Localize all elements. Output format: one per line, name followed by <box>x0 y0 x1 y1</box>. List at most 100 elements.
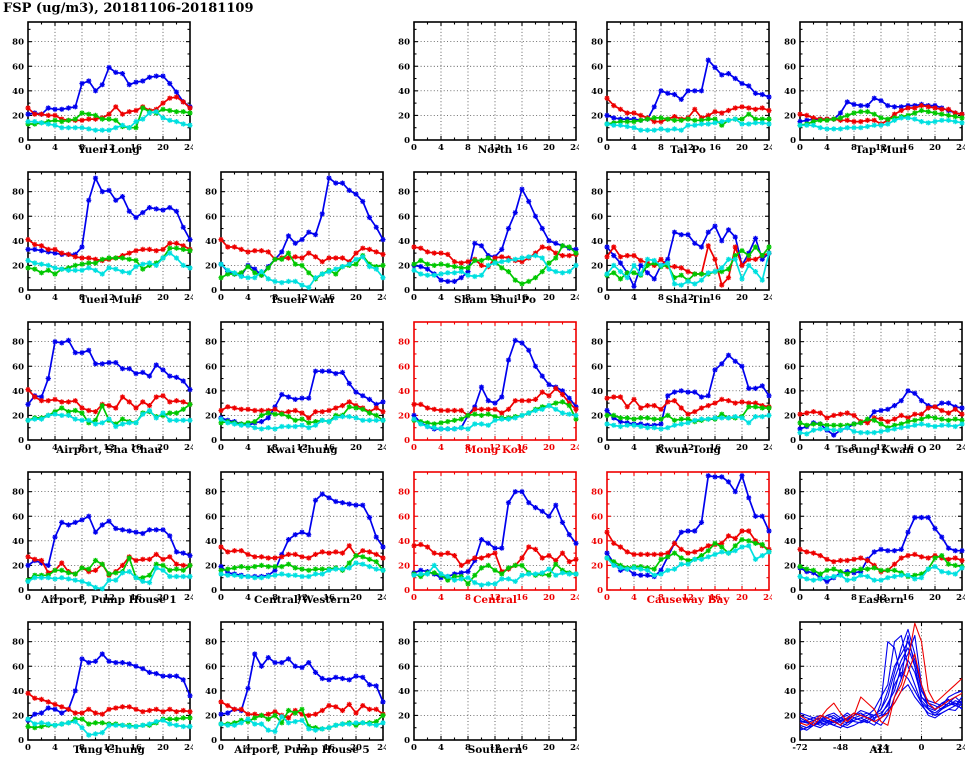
svg-text:20: 20 <box>350 593 362 603</box>
chart-canvas-sham-shui-po: 0 4 8 12 16 20 24 0 20 40 60 80 <box>398 171 579 303</box>
subplot-title: Sham Shui Po <box>454 294 536 306</box>
subplot-title: Kwun Tong <box>655 444 721 456</box>
svg-text:12: 12 <box>489 443 501 453</box>
svg-text:60: 60 <box>398 362 410 372</box>
svg-text:0: 0 <box>604 443 610 453</box>
svg-text:20: 20 <box>591 561 603 571</box>
svg-text:0: 0 <box>218 743 224 753</box>
svg-text:16: 16 <box>516 143 528 153</box>
svg-text:24: 24 <box>956 743 965 753</box>
svg-text:0: 0 <box>404 736 410 746</box>
svg-text:60: 60 <box>12 362 24 372</box>
svg-text:80: 80 <box>784 488 796 498</box>
svg-text:80: 80 <box>784 638 796 648</box>
chart-canvas-airport-sha-chau: 0 4 8 12 16 20 24 0 20 40 60 80 <box>12 321 193 453</box>
svg-text:60: 60 <box>12 212 24 222</box>
svg-text:80: 80 <box>784 38 796 48</box>
svg-text:12: 12 <box>296 743 308 753</box>
svg-text:-24: -24 <box>873 743 888 753</box>
svg-text:4: 4 <box>245 743 251 753</box>
svg-text:4: 4 <box>52 443 58 453</box>
svg-text:80: 80 <box>205 638 217 648</box>
svg-text:8: 8 <box>272 593 278 603</box>
subplot-airport-sha-chau: 0 4 8 12 16 20 24 0 20 40 60 80 Airport, Sha Chau <box>0 308 193 458</box>
svg-text:0: 0 <box>18 436 24 446</box>
svg-text:20: 20 <box>398 711 410 721</box>
svg-text:60: 60 <box>12 662 24 672</box>
svg-text:8: 8 <box>79 443 85 453</box>
svg-text:80: 80 <box>12 188 24 198</box>
svg-text:4: 4 <box>438 743 444 753</box>
svg-text:80: 80 <box>12 38 24 48</box>
subplot-title: ALL <box>869 744 893 756</box>
svg-text:4: 4 <box>824 143 830 153</box>
svg-text:0: 0 <box>218 443 224 453</box>
svg-text:24: 24 <box>377 443 386 453</box>
chart-canvas-tuen-mun: 0 4 8 12 16 20 24 0 20 40 60 80 <box>12 171 193 303</box>
svg-text:0: 0 <box>411 293 417 303</box>
svg-text:40: 40 <box>205 387 217 397</box>
subplot-title: Tsuen Wan <box>270 294 334 306</box>
svg-text:80: 80 <box>591 38 603 48</box>
svg-text:0: 0 <box>411 143 417 153</box>
svg-text:80: 80 <box>591 188 603 198</box>
svg-text:4: 4 <box>52 593 58 603</box>
svg-text:24: 24 <box>184 293 193 303</box>
svg-text:60: 60 <box>591 362 603 372</box>
svg-text:8: 8 <box>658 293 664 303</box>
svg-text:40: 40 <box>12 237 24 247</box>
svg-text:20: 20 <box>591 261 603 271</box>
svg-text:0: 0 <box>597 136 603 146</box>
svg-text:60: 60 <box>591 212 603 222</box>
svg-text:8: 8 <box>79 593 85 603</box>
svg-text:20: 20 <box>12 111 24 121</box>
svg-text:60: 60 <box>12 512 24 522</box>
chart-canvas-tai-po: 0 4 8 12 16 20 24 0 20 40 60 80 <box>591 21 772 153</box>
svg-text:80: 80 <box>591 338 603 348</box>
svg-text:4: 4 <box>438 593 444 603</box>
svg-text:40: 40 <box>591 237 603 247</box>
subplot-central: 0 4 8 12 16 20 24 0 20 40 60 80 Central <box>386 458 579 608</box>
page-title: FSP (ug/m3), 20181106-20181109 <box>3 1 254 16</box>
svg-text:20: 20 <box>543 593 555 603</box>
svg-text:80: 80 <box>205 338 217 348</box>
chart-canvas-north: 0 4 8 12 16 20 24 0 20 40 60 80 <box>398 21 579 153</box>
svg-text:0: 0 <box>604 593 610 603</box>
svg-text:16: 16 <box>323 443 335 453</box>
svg-text:60: 60 <box>398 662 410 672</box>
svg-text:60: 60 <box>398 512 410 522</box>
svg-text:20: 20 <box>398 561 410 571</box>
svg-text:8: 8 <box>851 443 857 453</box>
subplot-central-western: 0 4 8 12 16 20 24 0 20 40 60 80 Central/Western <box>193 458 386 608</box>
svg-text:16: 16 <box>130 293 142 303</box>
svg-text:20: 20 <box>929 143 941 153</box>
svg-text:20: 20 <box>157 443 169 453</box>
svg-text:40: 40 <box>591 87 603 97</box>
svg-text:4: 4 <box>631 443 637 453</box>
svg-text:24: 24 <box>570 743 579 753</box>
svg-text:24: 24 <box>763 293 772 303</box>
svg-text:40: 40 <box>12 387 24 397</box>
svg-text:0: 0 <box>25 743 31 753</box>
svg-text:12: 12 <box>296 443 308 453</box>
svg-text:4: 4 <box>631 593 637 603</box>
svg-text:80: 80 <box>205 188 217 198</box>
svg-text:4: 4 <box>438 293 444 303</box>
svg-text:8: 8 <box>851 143 857 153</box>
svg-text:24: 24 <box>184 743 193 753</box>
svg-text:4: 4 <box>631 143 637 153</box>
svg-text:60: 60 <box>591 62 603 72</box>
svg-text:24: 24 <box>956 443 965 453</box>
subplot-sha-tin: 0 4 8 12 16 20 24 0 20 40 60 80 Sha Tin <box>579 158 772 308</box>
subplot-title: North <box>477 144 513 156</box>
svg-text:16: 16 <box>323 593 335 603</box>
svg-text:4: 4 <box>245 293 251 303</box>
svg-text:20: 20 <box>157 743 169 753</box>
svg-text:0: 0 <box>797 143 803 153</box>
svg-text:60: 60 <box>205 512 217 522</box>
svg-text:0: 0 <box>604 293 610 303</box>
subplot-causeway-bay: 0 4 8 12 16 20 24 0 20 40 60 80 Causeway Bay <box>579 458 772 608</box>
subplot-title: Southern <box>467 744 523 756</box>
svg-text:60: 60 <box>12 62 24 72</box>
chart-canvas-airport-pump-house-5: 0 4 8 12 16 20 24 0 20 40 60 80 <box>205 621 386 753</box>
